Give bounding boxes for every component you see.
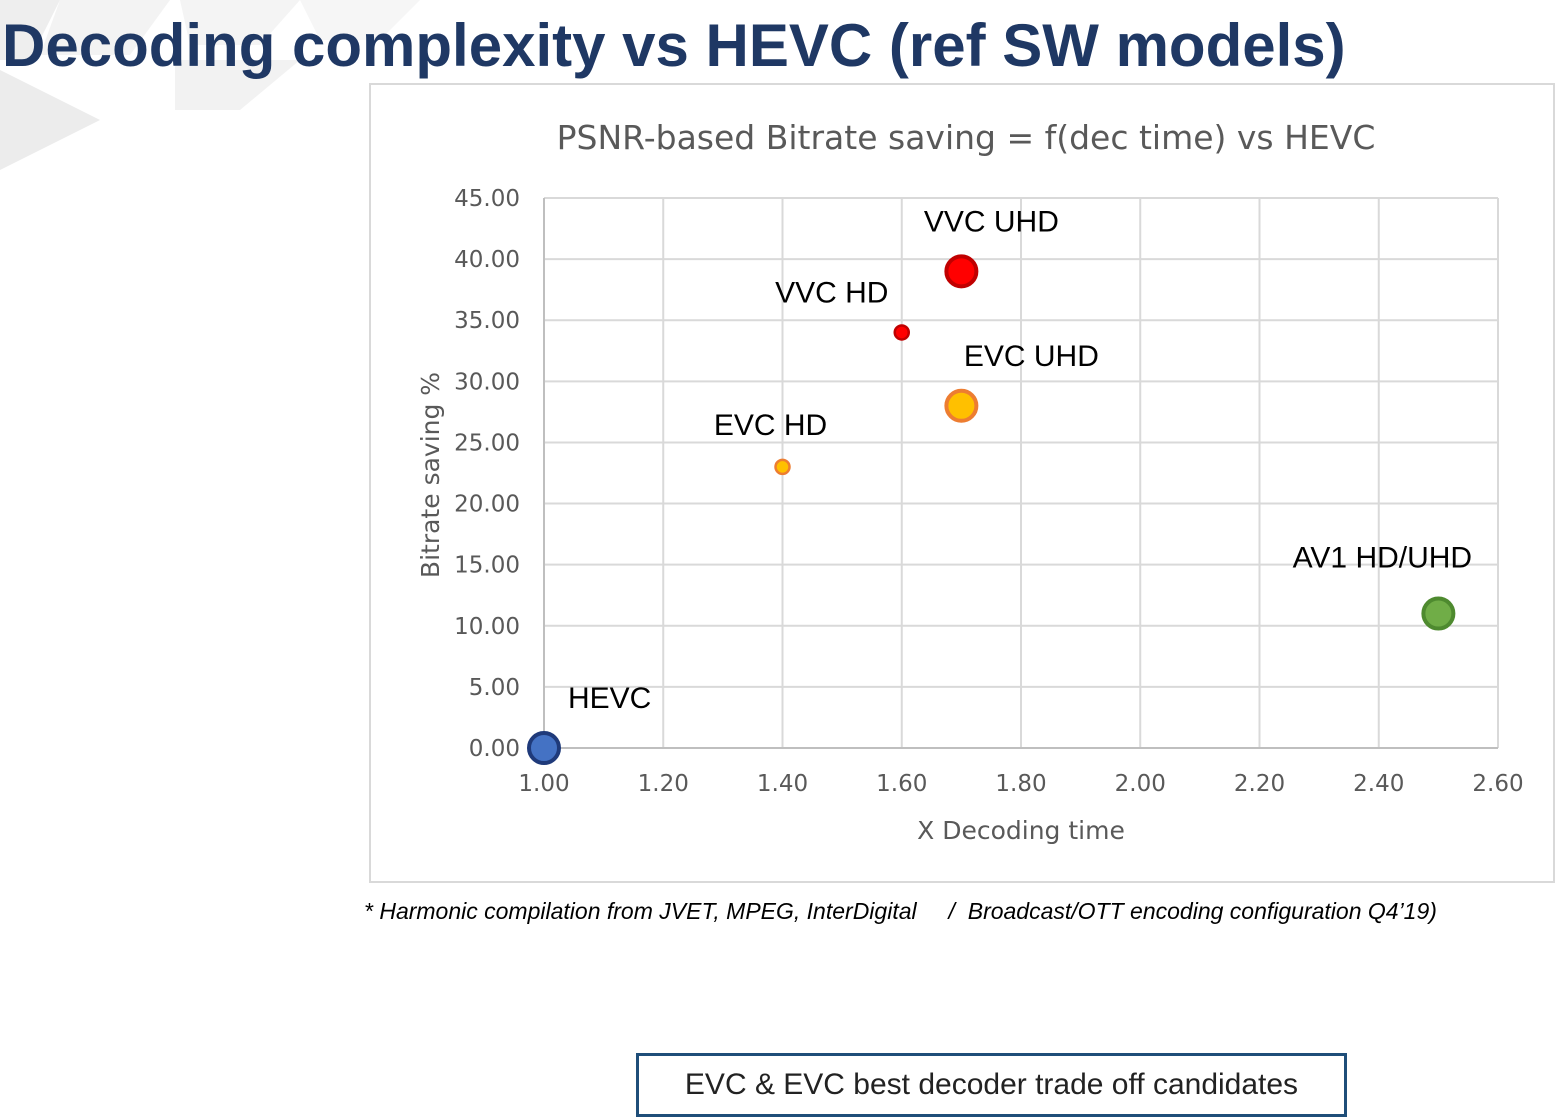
data-label-vvc-hd: VVC HD [775, 276, 888, 309]
gridlines [543, 197, 1499, 749]
x-tick-label: 2.00 [1115, 771, 1166, 797]
y-tick-label: 40.00 [454, 247, 520, 273]
x-tick-label: 2.20 [1234, 771, 1285, 797]
x-tick-label: 2.40 [1353, 771, 1404, 797]
data-label-evc-uhd: EVC UHD [964, 340, 1099, 373]
point-av1-hd-uhd [1421, 596, 1456, 631]
y-tick-label: 5.00 [469, 675, 520, 701]
y-tick-label: 10.00 [454, 614, 520, 640]
y-tick-label: 0.00 [469, 736, 520, 762]
tick-labels: 1.00 1.20 1.40 1.60 1.80 2.00 2.20 2.40 2.60 0.00… [454, 186, 1523, 797]
data-points [527, 254, 1456, 765]
footnote: * Harmonic compilation from JVET, MPEG, … [364, 898, 1437, 924]
point-evc-uhd [944, 388, 979, 423]
x-axis-label: X Decoding time [917, 816, 1125, 845]
y-tick-label: 15.00 [454, 553, 520, 579]
page-title: Decoding complexity vs HEVC (ref SW mode… [2, 12, 1346, 79]
axes [543, 198, 1498, 749]
scatter-chart: PSNR-based Bitrate saving = f(dec time) … [416, 118, 1524, 845]
x-tick-label: 1.60 [876, 771, 927, 797]
x-tick-label: 1.00 [518, 771, 569, 797]
y-tick-label: 45.00 [454, 186, 520, 212]
point-vvc-hd [893, 324, 910, 341]
y-tick-label: 35.00 [454, 308, 520, 334]
data-label-evc-hd: EVC HD [714, 409, 827, 442]
chart-title: PSNR-based Bitrate saving = f(dec time) … [557, 118, 1376, 157]
x-tick-label: 2.60 [1472, 771, 1523, 797]
y-axis-label: Bitrate saving % [416, 372, 445, 578]
x-tick-label: 1.20 [638, 771, 689, 797]
data-label-av1-hd-uhd: AV1 HD/UHD [1293, 542, 1472, 575]
callout-box: EVC & EVC best decoder trade off candida… [636, 1053, 1347, 1117]
chart-frame: PSNR-based Bitrate saving = f(dec time) … [369, 83, 1555, 883]
point-vvc-uhd [944, 254, 979, 289]
x-tick-label: 1.80 [995, 771, 1046, 797]
data-label-vvc-uhd: VVC UHD [924, 205, 1059, 238]
y-tick-label: 30.00 [454, 369, 520, 395]
y-tick-label: 25.00 [454, 430, 520, 456]
y-tick-label: 20.00 [454, 492, 520, 518]
data-label-hevc: HEVC [568, 682, 651, 715]
point-hevc [527, 731, 561, 765]
point-evc-hd [774, 458, 791, 476]
data-labels: HEVC EVC HD VVC HD EVC UHD VVC UHD AV1 HD/UHD [568, 205, 1472, 715]
background-decoration [0, 0, 420, 170]
x-tick-label: 1.40 [757, 771, 808, 797]
